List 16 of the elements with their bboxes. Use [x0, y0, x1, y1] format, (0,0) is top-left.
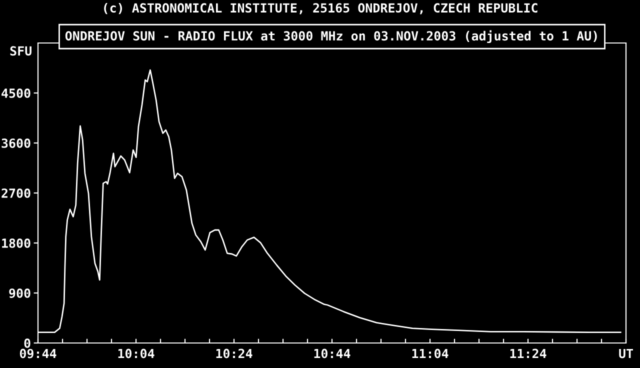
y-tick-label: 1800 — [2, 238, 30, 248]
x-tick-label: 11:24 — [510, 348, 546, 358]
x-tick-label: 11:04 — [412, 348, 448, 358]
y-tick-label: 2700 — [2, 188, 30, 198]
x-tick-label: 10:24 — [216, 348, 252, 358]
y-tick-label: 4500 — [2, 88, 30, 98]
chart-title: (c) ASTRONOMICAL INSTITUTE, 25165 ONDREJOV, CZECH REPUBLIC — [104, 2, 538, 14]
x-tick-label: 10:04 — [118, 348, 154, 358]
y-tick-label: 3600 — [2, 138, 30, 148]
y-axis-title: SFU — [10, 46, 32, 56]
x-tick-label: 09:44 — [20, 348, 56, 358]
y-tick-label: 0 — [24, 338, 30, 348]
x-tick-label: UT — [619, 348, 633, 358]
chart-subtitle: ONDREJOV SUN - RADIO FLUX at 3000 MHz on 03.NOV.2003 (adjusted to 1 AU) — [65, 30, 597, 43]
y-tick-label: 900 — [9, 288, 30, 298]
x-tick-label: 10:44 — [314, 348, 350, 358]
